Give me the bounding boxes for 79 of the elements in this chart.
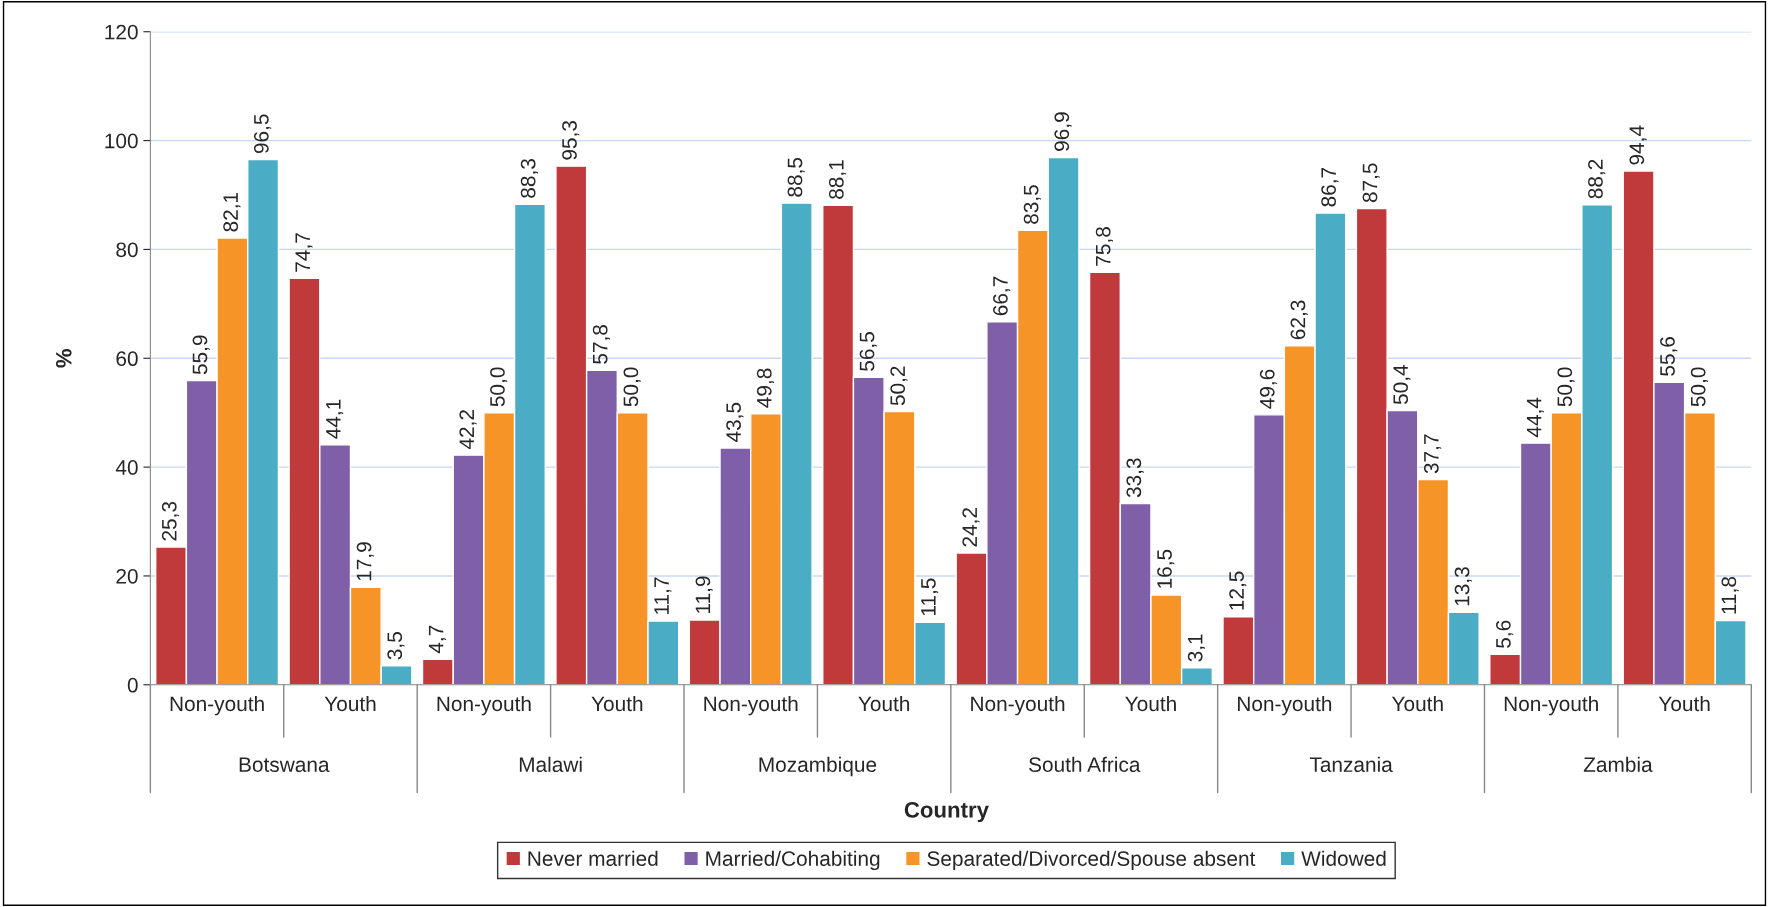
- data-label: 25,3: [161, 501, 180, 541]
- x-tick-label: Non-youth: [971, 695, 1065, 716]
- data-label: 43,5: [726, 402, 744, 443]
- data-label: 16,5: [1157, 549, 1175, 588]
- x-tick-label: Non-youth: [437, 695, 531, 716]
- x-tick-label: Non-youth: [1504, 695, 1598, 716]
- legend-label: Separated/Divorced/Spouse absent: [927, 850, 1256, 871]
- data-label: 55,6: [1660, 337, 1678, 376]
- data-label: 86,7: [1321, 167, 1339, 207]
- data-label: 94,4: [1629, 125, 1647, 165]
- data-label: 66,7: [993, 276, 1011, 316]
- data-label: 3,5: [387, 632, 405, 660]
- x-tick-label: Youth: [1125, 695, 1176, 712]
- data-label: 33,3: [1126, 458, 1144, 498]
- data-label: 55,9: [192, 335, 210, 375]
- data-label: 44,4: [1526, 397, 1544, 438]
- data-label: 11,9: [695, 576, 713, 613]
- data-label: 50,0: [1690, 367, 1708, 407]
- x-tick-label: Youth: [858, 695, 910, 712]
- data-label: 82,1: [223, 192, 241, 232]
- data-label: 11,8: [1721, 576, 1739, 614]
- data-label: 88,1: [828, 160, 847, 199]
- data-label: 50,0: [623, 367, 641, 407]
- data-label: 88,2: [1588, 159, 1606, 199]
- x-tick-label: Youth: [1391, 695, 1443, 712]
- data-label: 5,6: [1496, 620, 1514, 648]
- data-label: 50,4: [1393, 365, 1411, 405]
- data-label: 24,2: [962, 508, 980, 547]
- x-tick-label: Youth: [324, 695, 376, 712]
- y-tick-label: 60: [116, 351, 138, 367]
- y-tick-label: 80: [116, 242, 138, 258]
- data-label: 11,7: [654, 577, 672, 614]
- x-tick-label: Non-youth: [170, 695, 264, 716]
- text: Tanzania: [1309, 756, 1393, 773]
- data-label: 4,7: [428, 625, 446, 654]
- x-tick-label: Youth: [591, 695, 643, 712]
- y-tick-label: 40: [115, 460, 138, 475]
- legend-label: Never married: [528, 850, 658, 866]
- data-label: 50,0: [490, 367, 508, 407]
- data-label: 87,5: [1362, 163, 1380, 203]
- legend-label: Widowed: [1301, 850, 1386, 866]
- data-label: 49,8: [756, 368, 775, 408]
- y-axis-title: %: [55, 348, 72, 368]
- data-label: 37,7: [1423, 434, 1442, 474]
- x-tick-label: Non-youth: [1238, 695, 1332, 716]
- data-label: 44,1: [326, 399, 344, 439]
- data-label: 42,2: [459, 410, 477, 450]
- data-label: 50,2: [890, 366, 908, 406]
- data-label: 88,3: [520, 159, 538, 198]
- data-label: 13,3: [1454, 567, 1472, 606]
- data-label: 50,0: [1557, 367, 1575, 407]
- data-label: 95,3: [562, 120, 580, 160]
- data-label: 12,5: [1229, 571, 1247, 610]
- data-label: 49,6: [1259, 369, 1278, 409]
- text: Mozambique: [759, 756, 877, 777]
- data-label: 56,5: [859, 332, 877, 371]
- text: Zambia: [1583, 756, 1653, 773]
- x-axis-title: Country: [904, 801, 989, 823]
- x-tick-label: Non-youth: [704, 695, 798, 716]
- text: Malawi: [519, 756, 582, 773]
- data-label: 11,5: [921, 578, 939, 616]
- y-tick-label: 20: [116, 568, 138, 584]
- y-tick-label: 100: [105, 133, 138, 149]
- y-tick-label: 120: [105, 24, 138, 40]
- data-label: 88,5: [787, 157, 805, 197]
- data-label: 3,1: [1187, 634, 1206, 662]
- data-label: 75,8: [1095, 227, 1113, 266]
- data-label: 57,8: [592, 325, 611, 364]
- data-label: 17,9: [356, 542, 374, 581]
- data-label: 62,3: [1290, 300, 1308, 340]
- data-label: 96,5: [253, 114, 272, 154]
- x-tick-label: Youth: [1658, 695, 1710, 712]
- legend-label: Married/Cohabiting: [706, 850, 880, 871]
- data-label: 96,9: [1054, 112, 1072, 151]
- text: South Africa: [1029, 756, 1141, 773]
- data-label: 74,7: [295, 233, 313, 272]
- data-label: 83,5: [1023, 185, 1041, 224]
- y-tick-label: 0: [127, 677, 138, 693]
- text: Botswana: [239, 757, 330, 773]
